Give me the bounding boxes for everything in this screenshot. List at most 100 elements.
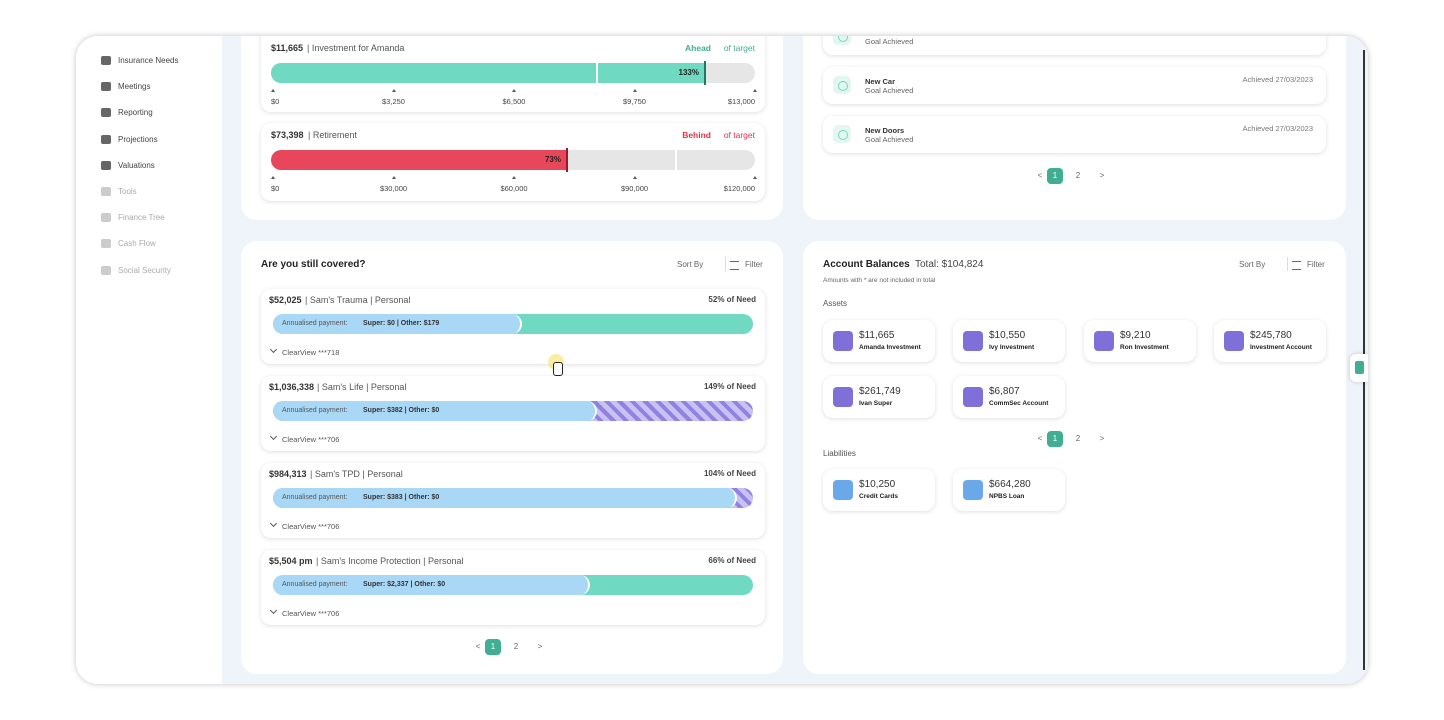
window: Insurance Needs Meetings Reporting Projecti… [76, 36, 1368, 684]
cover-amount: $1,036,338 [269, 382, 315, 392]
account-icon [833, 331, 853, 351]
account-name: Investment Account [1250, 344, 1312, 351]
nav-icon [101, 56, 111, 65]
goal-status: Ahead [685, 43, 711, 53]
cover-filter-icon [730, 261, 739, 270]
sidebar [76, 36, 222, 684]
goal-amount: $11,665 [271, 43, 304, 53]
nav-item[interactable]: Insurance Needs [118, 56, 179, 65]
account-icon [1094, 331, 1114, 351]
account-name: Ivan Super [859, 400, 893, 407]
cover-provider[interactable]: ClearView ***718 [282, 348, 340, 357]
cover-provider[interactable]: ClearView ***706 [282, 609, 340, 618]
nav-item[interactable]: Social Security [118, 265, 171, 275]
goal-status-suffix: of target [723, 43, 755, 53]
pagination-next[interactable]: > [1099, 434, 1105, 443]
nav-icon [101, 239, 111, 249]
goal-label: | Retirement [308, 130, 357, 140]
achieved-name: New Car [865, 77, 896, 86]
account-name: CommSec Account [989, 400, 1049, 407]
account-amount: $11,665 [859, 330, 895, 341]
account-name: NPBS Loan [989, 493, 1025, 500]
nav-item[interactable]: Tools [118, 187, 137, 196]
achieved-status: Goal Achieved [865, 86, 914, 95]
achieved-date: Achieved 27/03/2023 [1242, 75, 1313, 84]
pagination-page[interactable]: 2 [1075, 171, 1081, 180]
goal-tick-label: $9,750 [623, 97, 646, 106]
goal-tick [512, 176, 516, 179]
cover-provider[interactable]: ClearView ***706 [282, 435, 340, 444]
pagination-prev[interactable]: < [475, 642, 481, 651]
cover-payment-label: Annualised payment: [282, 494, 348, 501]
pagination-page[interactable]: 1 [1047, 168, 1063, 184]
account-icon [833, 387, 853, 407]
cover-label: | Sam's Trauma | Personal [305, 295, 411, 305]
cover-title: Are you still covered? [261, 259, 366, 270]
pagination-prev[interactable]: < [1037, 434, 1043, 443]
goal-tick [632, 176, 637, 179]
nav-icon [101, 160, 111, 170]
account-amount: $261,749 [859, 386, 901, 397]
cover-label: | Sam's TPD | Personal [310, 469, 403, 479]
goal-tick-label: $120,000 [723, 184, 755, 193]
goal-tick [753, 176, 757, 179]
goal-tick [753, 89, 757, 92]
cover-label: | Sam's Income Protection | Personal [316, 556, 464, 566]
pagination-page[interactable]: 2 [513, 642, 519, 651]
nav-item[interactable]: Reporting [118, 108, 153, 118]
pagination-prev[interactable]: < [1037, 171, 1043, 180]
cover-sort[interactable]: Sort By [677, 260, 704, 269]
account-amount: $9,210 [1120, 330, 1151, 341]
nav-item[interactable]: Meetings [118, 82, 151, 92]
cover-payment: Super: $382 | Other: $0 [363, 407, 440, 414]
cover-need: 66% of Need [708, 556, 756, 565]
cover-filter[interactable]: Filter [745, 260, 763, 269]
goal-tick-label: $90,000 [620, 184, 649, 193]
achieved-icon-dot [838, 81, 848, 91]
cover-need: 52% of Need [708, 295, 756, 304]
accounts-filter[interactable]: Filter [1307, 260, 1325, 269]
account-icon [833, 480, 853, 500]
goal-tick [391, 176, 396, 179]
account-icon [963, 480, 983, 500]
account-amount: $10,250 [859, 479, 896, 490]
goal-tick [271, 176, 275, 179]
cover-payment: Super: $0 | Other: $179 [363, 320, 440, 327]
cover-bar-payment [273, 488, 737, 508]
achieved-date: Achieved 27/03/2023 [1242, 124, 1313, 133]
account-icon [1224, 331, 1244, 351]
goal-tick-label: $30,000 [379, 184, 408, 193]
nav-icon [101, 265, 111, 275]
goal-tick-label: $3,250 [382, 97, 405, 106]
nav-item[interactable]: Finance Tree [118, 213, 165, 223]
liabilities-heading: Liabilities [823, 449, 856, 458]
achieved-name: New Doors [865, 126, 905, 135]
cover-amount: $52,025 [269, 295, 302, 305]
goal-percent: 73% [544, 155, 561, 164]
cover-payment-label: Annualised payment: [282, 320, 348, 327]
pagination-page[interactable]: 1 [485, 639, 501, 655]
nav-item[interactable]: Valuations [118, 160, 155, 170]
cover-bar-payment [273, 401, 597, 421]
pagination-page[interactable]: 1 [1047, 431, 1063, 447]
accounts-sort[interactable]: Sort By [1239, 260, 1266, 269]
cover-provider[interactable]: ClearView ***706 [282, 522, 340, 531]
goal-tick-label: $60,000 [500, 184, 528, 193]
pagination-next[interactable]: > [1099, 171, 1105, 180]
cover-label: | Sam's Life | Personal [317, 382, 407, 392]
goal-bar-fill [271, 150, 567, 170]
accounts-total: Total: $104,824 [915, 259, 984, 270]
accounts-sort-sep [1287, 257, 1288, 271]
goal-tick [632, 89, 637, 92]
assets-heading: Assets [823, 299, 848, 308]
goal-amount: $73,398 [271, 130, 304, 140]
cover-bar-payment [273, 314, 522, 334]
account-icon [963, 331, 983, 351]
pagination-page[interactable]: 2 [1075, 434, 1081, 443]
account-name: Ron Investment [1120, 344, 1169, 351]
pagination-next[interactable]: > [537, 642, 543, 651]
nav-item[interactable]: Cash Flow [118, 239, 156, 249]
nav-item[interactable]: Projections [118, 134, 158, 144]
cover-payment-label: Annualised payment: [282, 407, 348, 414]
